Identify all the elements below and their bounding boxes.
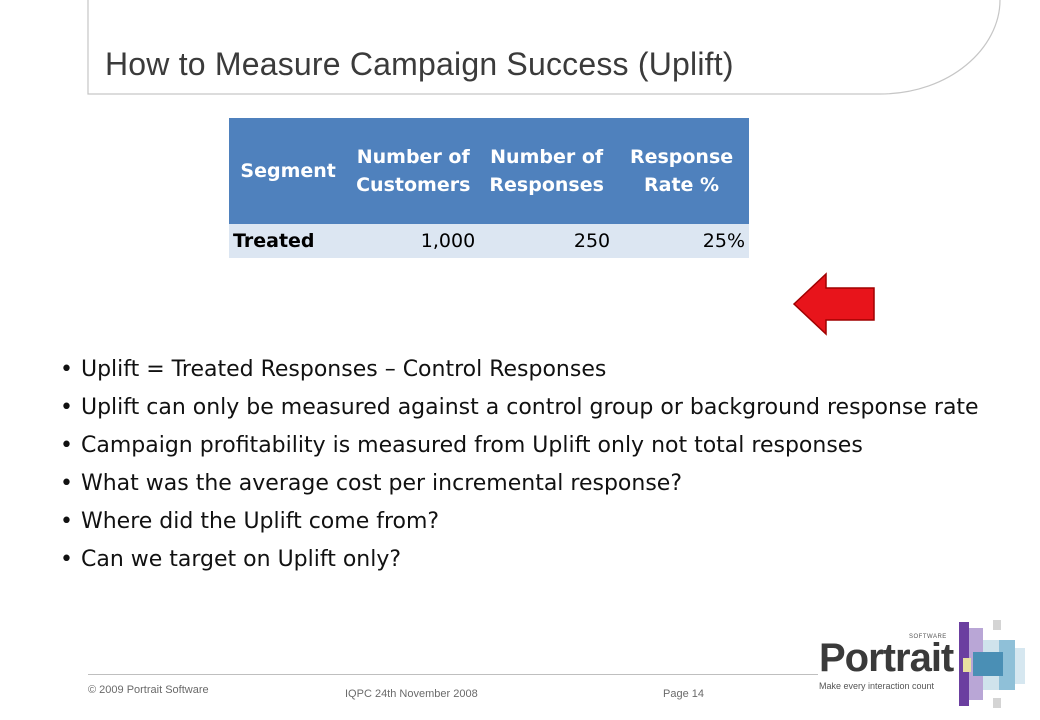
logo-mark-icon (959, 620, 1025, 708)
bullet-icon: • (60, 433, 73, 458)
footer-copyright: © 2009 Portrait Software (88, 684, 209, 696)
portrait-logo: Portrait SOFTWARE Make every interaction… (815, 618, 1030, 718)
list-item: • What was the average cost per increment… (60, 471, 683, 496)
footer-page-number: Page 14 (663, 688, 704, 700)
bullet-icon: • (60, 471, 73, 496)
logo-superscript: SOFTWARE (909, 634, 947, 640)
list-item: • Uplift = Treated Responses – Control Re… (60, 357, 607, 382)
segment-table-container: Segment Number of Customers Number of Re… (229, 118, 749, 258)
cell-responses: 250 (479, 224, 615, 258)
footer-divider (88, 674, 818, 675)
bullet-icon: • (60, 547, 73, 572)
list-item: • Campaign profitability is measured from… (60, 433, 863, 458)
page-title: How to Measure Campaign Success (Uplift) (105, 46, 734, 82)
bullet-icon: • (60, 357, 73, 382)
bullet-list: • Uplift = Treated Responses – Control Re… (58, 352, 988, 580)
bullet-icon: • (60, 509, 73, 534)
column-header-responses: Number of Responses (479, 118, 615, 224)
footer-event: IQPC 24th November 2008 (345, 688, 478, 700)
cell-segment: Treated (229, 224, 348, 258)
logo-tagline: Make every interaction count (819, 681, 935, 691)
bullet-icon: • (60, 395, 73, 420)
logo-wordmark: Portrait (819, 636, 954, 680)
cell-rate: 25% (614, 224, 749, 258)
column-header-customers: Number of Customers (347, 118, 480, 224)
column-header-segment: Segment (229, 118, 348, 224)
segment-table: Segment Number of Customers Number of Re… (229, 118, 749, 258)
list-item: • Can we target on Uplift only? (60, 547, 402, 572)
table-header-row: Segment Number of Customers Number of Re… (229, 118, 749, 224)
column-header-rate: Response Rate % (614, 118, 749, 224)
table-row: Treated 1,000 250 25% (229, 224, 749, 258)
list-item: • Where did the Uplift come from? (60, 509, 440, 534)
list-item: • Uplift can only be measured against a c… (60, 395, 979, 420)
cell-customers: 1,000 (347, 224, 480, 258)
left-arrow-icon (792, 272, 875, 336)
